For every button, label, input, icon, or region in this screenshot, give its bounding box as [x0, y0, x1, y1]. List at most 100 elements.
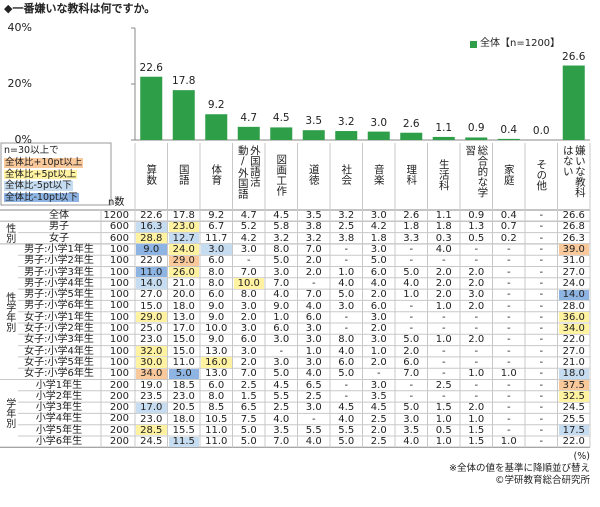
- table-cell: 16.0: [201, 357, 232, 368]
- table-cell: 0.2: [500, 232, 517, 244]
- value-label: 4.5: [272, 112, 290, 125]
- table-cell: 3.0: [240, 244, 257, 256]
- table-cell: 6.0: [240, 334, 257, 346]
- table-cell: -: [539, 300, 544, 312]
- legend-label: 全体【n=1200】: [480, 38, 561, 49]
- table-cell: 5.0: [338, 368, 355, 380]
- table-cell: 2.5: [305, 390, 322, 402]
- table-cell: 6.0: [273, 323, 290, 335]
- table-cell: 23.0: [140, 413, 163, 425]
- table-cell: 6.5: [240, 402, 257, 414]
- table-cell: 21.0: [562, 357, 585, 369]
- table-cell: 11.7: [205, 232, 228, 244]
- table-cell: 17.0: [136, 402, 167, 413]
- n-value: 1200: [103, 210, 129, 221]
- table-cell: 2.0: [370, 289, 387, 301]
- table-cell: 3.0: [273, 266, 290, 278]
- legend-swatch: [470, 41, 477, 48]
- highlight-legend-item: 全体比+10pt以上: [4, 157, 84, 168]
- table-cell: -: [409, 244, 414, 256]
- table-cell: -: [506, 357, 511, 369]
- table-cell: 6.0: [208, 379, 225, 391]
- table-cell: 11.5: [168, 436, 199, 447]
- table-cell: 4.0: [338, 277, 355, 289]
- table-cell: 24.5: [562, 402, 585, 414]
- n-value: 100: [109, 243, 129, 255]
- table-cell: 4.0: [338, 345, 355, 357]
- table-cell: 7.0: [305, 244, 322, 256]
- value-label: 3.2: [337, 116, 355, 129]
- bar: [432, 136, 455, 140]
- table-cell: 4.0: [273, 413, 290, 425]
- table-cell: 1.0: [435, 300, 452, 312]
- table-cell: 18.0: [558, 368, 589, 379]
- table-cell: -: [409, 300, 414, 312]
- table-cell: -: [539, 390, 544, 402]
- table-cell: 5.0: [273, 255, 290, 267]
- table-cell: 23.0: [172, 390, 195, 402]
- table-cell: 21.0: [172, 277, 195, 289]
- table-cell: 27.0: [562, 345, 585, 357]
- table-cell: 27.0: [562, 266, 585, 278]
- table-cell: 3.0: [468, 289, 485, 301]
- table-cell: -: [409, 311, 414, 323]
- highlight-legend-item: 全体比+5pt以上: [4, 168, 78, 180]
- table-cell: -: [344, 379, 349, 391]
- table-cell: -: [539, 334, 544, 346]
- table-cell: 1.1: [435, 210, 452, 222]
- table-cell: -: [539, 210, 544, 222]
- table-cell: 2.5: [435, 379, 452, 391]
- y-tick-label: 20%: [7, 77, 32, 90]
- table-cell: 7.0: [240, 266, 257, 278]
- row-label: 小学5年生: [35, 424, 83, 436]
- table-cell: -: [539, 436, 544, 448]
- table-cell: 5.0: [403, 402, 420, 414]
- table-cell: -: [409, 323, 414, 335]
- row-label: 小学6年生: [35, 436, 83, 447]
- table-cell: 14.0: [136, 278, 167, 289]
- table-cell: 3.5: [370, 390, 387, 402]
- table-cell: 32.5: [558, 391, 589, 402]
- table-cell: 0.3: [435, 232, 452, 244]
- table-cell: -: [506, 334, 511, 346]
- table-cell: 1.0: [273, 311, 290, 323]
- table-cell: 4.0: [305, 368, 322, 380]
- table-cell: 32.0: [136, 346, 167, 357]
- table-cell: 3.0: [338, 300, 355, 312]
- row-label: 小学3年生: [35, 402, 83, 414]
- table-cell: 16.3: [136, 221, 167, 232]
- row-label: 女子:小学2年生: [24, 323, 94, 334]
- table-cell: 11.0: [136, 267, 167, 278]
- n-value: 200: [109, 424, 129, 436]
- table-cell: -: [441, 390, 446, 402]
- table-cell: 0.5: [435, 424, 452, 436]
- table-cell: -: [409, 379, 414, 391]
- table-cell: 0.9: [468, 210, 485, 222]
- table-cell: 26.8: [562, 221, 585, 233]
- value-label: 3.5: [305, 115, 323, 128]
- table-cell: 2.0: [240, 357, 257, 369]
- table-cell: 10.0: [205, 323, 228, 335]
- table-cell: 2.0: [403, 345, 420, 357]
- table-cell: -: [539, 311, 544, 323]
- table-cell: 13.0: [205, 345, 228, 357]
- table-cell: 4.0: [403, 277, 420, 289]
- table-cell: -: [506, 379, 511, 391]
- value-label: 9.2: [207, 99, 225, 112]
- table-cell: -: [506, 300, 511, 312]
- table-cell: 1.0: [403, 289, 420, 301]
- table-cell: 3.0: [240, 300, 257, 312]
- value-label: 4.7: [240, 111, 258, 124]
- table-cell: 6.0: [338, 357, 355, 369]
- group-label: 性学年別: [3, 291, 15, 332]
- column-header: 社会: [340, 164, 353, 185]
- table-cell: 4.0: [370, 277, 387, 289]
- table-cell: 27.0: [140, 289, 163, 301]
- table-cell: 1.8: [370, 232, 387, 244]
- row-label: 男子:小学6年生: [24, 300, 94, 312]
- table-cell: 1.0: [468, 413, 485, 425]
- row-label: 女子:小学6年生: [24, 368, 94, 380]
- table-cell: 8.0: [338, 334, 355, 346]
- table-cell: 1.0: [500, 436, 517, 448]
- table-cell: 3.0: [370, 210, 387, 222]
